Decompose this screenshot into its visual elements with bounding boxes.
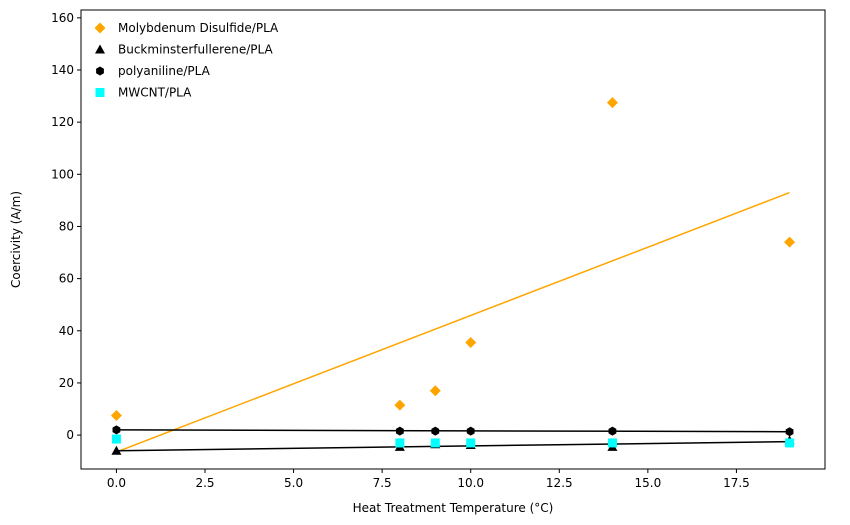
data-point-series-2-2 bbox=[431, 426, 440, 436]
x-tick-label: 5.0 bbox=[284, 476, 303, 490]
data-point-series-1-0 bbox=[111, 445, 122, 455]
y-tick-label: 0 bbox=[66, 428, 74, 442]
data-point-series-2-3 bbox=[466, 426, 475, 436]
y-tick-label: 80 bbox=[59, 219, 74, 233]
data-point-series-2-0 bbox=[112, 425, 121, 435]
data-point-series-3-0 bbox=[111, 434, 121, 444]
trend-line-series-0 bbox=[116, 191, 790, 453]
data-point-series-0-3 bbox=[465, 337, 477, 349]
legend-marker-3 bbox=[95, 88, 105, 97]
y-tick-label: 140 bbox=[51, 63, 74, 77]
y-tick-label: 100 bbox=[51, 167, 74, 181]
data-point-series-3-4 bbox=[607, 438, 617, 448]
x-axis-label: Heat Treatment Temperature (°C) bbox=[353, 501, 554, 515]
x-tick-label: 2.5 bbox=[195, 476, 214, 490]
legend-marker-0 bbox=[94, 22, 106, 34]
y-tick-label: 40 bbox=[59, 324, 74, 338]
y-tick-label: 20 bbox=[59, 376, 74, 390]
y-axis: 0 20 40 60 80 100 120 140 160 bbox=[51, 11, 81, 442]
legend: Molybdenum Disulfide/PLA Buckminsterfulle… bbox=[94, 21, 279, 100]
data-point-series-3-3 bbox=[466, 438, 476, 448]
x-tick-label: 12.5 bbox=[546, 476, 573, 490]
data-point-series-3-1 bbox=[395, 438, 405, 448]
y-tick-label: 60 bbox=[59, 272, 74, 286]
legend-label-0: Molybdenum Disulfide/PLA bbox=[118, 21, 279, 35]
x-tick-label: 10.0 bbox=[457, 476, 484, 490]
data-point-series-0-5 bbox=[784, 236, 796, 248]
x-tick-label: 0.0 bbox=[107, 476, 126, 490]
data-point-series-0-2 bbox=[429, 385, 441, 397]
data-point-series-2-4 bbox=[608, 426, 617, 436]
legend-marker-2 bbox=[96, 66, 104, 76]
plot-frame bbox=[80, 9, 826, 470]
y-axis-label: Coercivity (A/m) bbox=[9, 191, 23, 288]
data-point-series-3-5 bbox=[785, 438, 795, 448]
data-point-series-2-5 bbox=[785, 427, 794, 437]
legend-label-3: MWCNT/PLA bbox=[118, 86, 192, 100]
data-point-series-3-2 bbox=[430, 438, 440, 448]
x-axis: 0.0 2.5 5.0 7.5 10.0 12.5 15.0 17.5 bbox=[107, 469, 750, 490]
data-point-series-0-4 bbox=[606, 97, 618, 109]
data-point-series-0-0 bbox=[110, 410, 122, 422]
legend-label-2: polyaniline/PLA bbox=[118, 64, 211, 78]
plot-area bbox=[110, 97, 796, 455]
y-tick-label: 120 bbox=[51, 115, 74, 129]
data-point-series-2-1 bbox=[395, 426, 404, 436]
data-point-series-0-1 bbox=[394, 399, 406, 411]
trend-line-series-2 bbox=[116, 429, 790, 433]
y-tick-label: 160 bbox=[51, 11, 74, 25]
x-tick-label: 17.5 bbox=[723, 476, 750, 490]
legend-label-1: Buckminsterfullerene/PLA bbox=[118, 43, 273, 57]
x-tick-label: 7.5 bbox=[373, 476, 392, 490]
legend-marker-1 bbox=[95, 44, 105, 54]
trend-line-series-1 bbox=[116, 440, 790, 452]
x-tick-label: 15.0 bbox=[634, 476, 661, 490]
